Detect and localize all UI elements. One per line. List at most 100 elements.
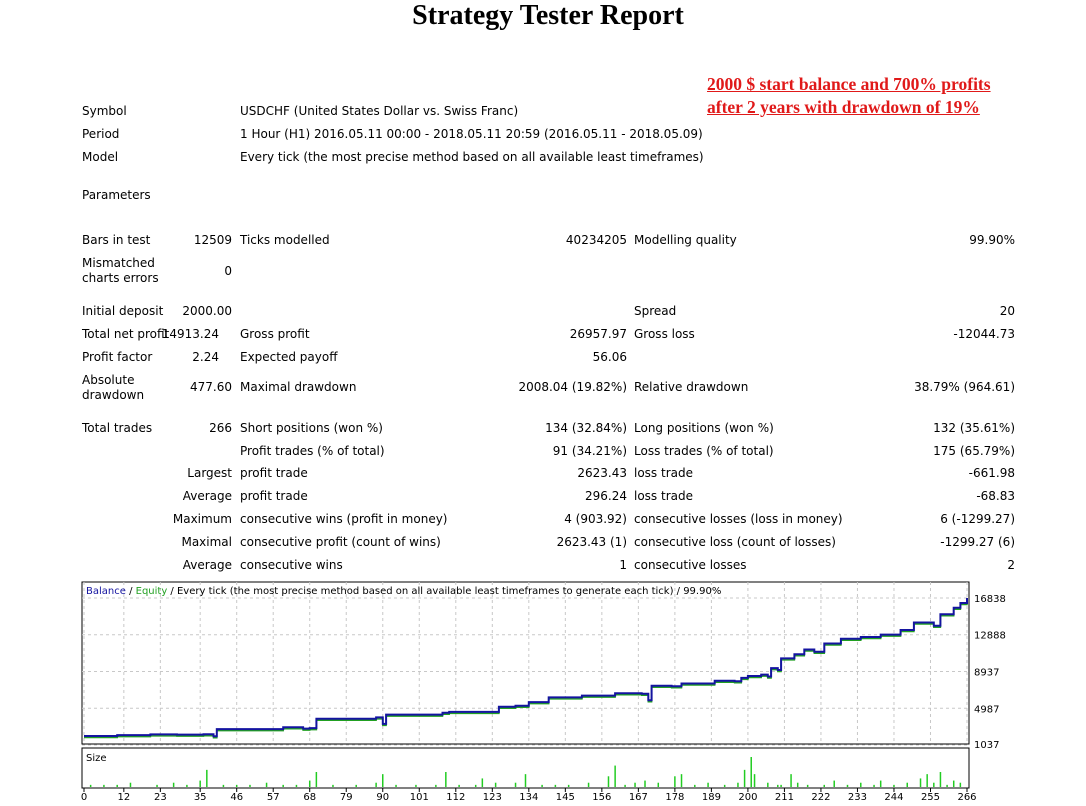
- x-tick-label: 145: [556, 792, 575, 803]
- max-consecutive-wins-label: consecutive wins (profit in money): [240, 512, 448, 526]
- x-tick-label: 200: [738, 792, 757, 803]
- y-axis-labels: 16838 12888 8937 4987 1037: [974, 594, 1006, 751]
- total-trades-label: Total trades: [82, 421, 153, 435]
- size-bars: [89, 757, 962, 787]
- x-tick-label: 233: [848, 792, 867, 803]
- x-tick-label: 12: [117, 792, 130, 803]
- avg-consecutive-wins-value: 1: [619, 558, 627, 572]
- max-consecutive-loss-label: consecutive loss (count of losses): [634, 535, 836, 549]
- y-tick-label: 12888: [974, 631, 1006, 642]
- period-value: 1 Hour (H1) 2016.05.11 00:00 - 2018.05.1…: [240, 127, 703, 141]
- annotation-note: 2000 $ start balance and 700% profits af…: [707, 73, 991, 119]
- max-consecutive-losses-value: 6 (-1299.27): [940, 512, 1015, 526]
- annotation-line-1: 2000 $ start balance and 700% profits: [707, 74, 991, 94]
- abs-drawdown-label-1: Absolute: [82, 373, 135, 387]
- x-tick-label: 0: [81, 792, 87, 803]
- period-label: Period: [82, 127, 120, 141]
- loss-trades-value: 175 (65.79%): [933, 444, 1015, 458]
- x-tick-label: 156: [592, 792, 611, 803]
- long-positions-label: Long positions (won %): [634, 421, 774, 435]
- max-consecutive-wins-value: 4 (903.92): [564, 512, 627, 526]
- maximum-label: Maximum: [172, 512, 232, 526]
- expected-payoff-label: Expected payoff: [240, 350, 338, 364]
- balance-chart: 16838 12888 8937 4987 1037 Balance / Equity …: [81, 581, 1006, 803]
- x-tick-label: 189: [702, 792, 721, 803]
- mismatch-label-1: Mismatched: [82, 256, 155, 270]
- bars-value: 12509: [193, 233, 232, 247]
- x-tick-label: 46: [230, 792, 243, 803]
- average2-label: Average: [182, 558, 232, 572]
- x-axis-labels: 0 12 23 35 46 57 68 79 90 101 112 123 134 145 156 167 17…: [81, 788, 977, 803]
- long-positions-value: 132 (35.61%): [933, 421, 1015, 435]
- average-label: Average: [182, 489, 232, 503]
- y-tick-label: 16838: [974, 594, 1006, 605]
- quality-label: Modelling quality: [634, 233, 737, 247]
- short-positions-value: 134 (32.84%): [545, 421, 627, 435]
- x-tick-label: 23: [154, 792, 167, 803]
- average-loss-label: loss trade: [634, 489, 693, 503]
- largest-loss-label: loss trade: [634, 466, 693, 480]
- y-tick-label: 8937: [974, 668, 999, 679]
- expected-payoff-value: 56.06: [592, 350, 627, 364]
- x-tick-label: 101: [410, 792, 429, 803]
- mismatch-label-2: charts errors: [82, 271, 159, 285]
- abs-drawdown-label-2: drawdown: [82, 388, 145, 402]
- max-consecutive-loss-value: -1299.27 (6): [940, 535, 1015, 549]
- loss-trades-label: Loss trades (% of total): [634, 444, 774, 458]
- legend-balance: Balance: [86, 586, 126, 597]
- profit-trades-label: Profit trades (% of total): [240, 444, 385, 458]
- gross-loss-label: Gross loss: [634, 327, 695, 341]
- model-value: Every tick (the most precise method base…: [240, 150, 704, 164]
- abs-drawdown-value: 477.60: [190, 380, 232, 394]
- profit-factor-label: Profit factor: [82, 350, 153, 364]
- y-tick-label: 4987: [974, 704, 999, 715]
- symbol-label: Symbol: [82, 104, 127, 118]
- chart-grid: [82, 582, 969, 746]
- x-tick-label: 57: [267, 792, 280, 803]
- y-tick-label: 1037: [974, 740, 999, 751]
- largest-label: Largest: [187, 466, 232, 480]
- average-loss-value: -68.83: [976, 489, 1015, 503]
- ticks-value: 40234205: [565, 233, 627, 247]
- deposit-label: Initial deposit: [82, 304, 164, 318]
- max-consecutive-profit-value: 2623.43 (1): [556, 535, 627, 549]
- report-title: Strategy Tester Report: [412, 0, 684, 31]
- deposit-value: 2000.00: [182, 304, 232, 318]
- maximal-label: Maximal: [181, 535, 232, 549]
- mismatch-value: 0: [224, 264, 232, 278]
- legend-description: / Every tick (the most precise method ba…: [167, 586, 721, 597]
- x-tick-label: 222: [811, 792, 830, 803]
- model-label: Model: [82, 150, 119, 164]
- gross-profit-label: Gross profit: [240, 327, 310, 341]
- net-profit-label: Total net profit: [82, 327, 170, 341]
- short-positions-label: Short positions (won %): [240, 421, 383, 435]
- rel-drawdown-value: 38.79% (964.61): [914, 380, 1015, 394]
- x-tick-label: 79: [340, 792, 353, 803]
- x-tick-label: 90: [376, 792, 389, 803]
- avg-consecutive-losses-value: 2: [1007, 558, 1015, 572]
- balance-line: [84, 598, 968, 738]
- x-tick-label: 123: [483, 792, 502, 803]
- parameters-label: Parameters: [82, 188, 151, 202]
- largest-profit-label: profit trade: [240, 466, 308, 480]
- symbol-value: USDCHF (United States Dollar vs. Swiss F…: [240, 104, 519, 118]
- spread-value: 20: [999, 304, 1015, 318]
- max-consecutive-losses-label: consecutive losses (loss in money): [634, 512, 843, 526]
- max-drawdown-value: 2008.04 (19.82%): [518, 380, 627, 394]
- avg-consecutive-wins-label: consecutive wins: [240, 558, 343, 572]
- quality-value: 99.90%: [969, 233, 1015, 247]
- x-tick-label: 211: [775, 792, 794, 803]
- x-tick-label: 35: [194, 792, 207, 803]
- ticks-label: Ticks modelled: [240, 233, 330, 247]
- profit-factor-value: 2.24: [192, 350, 219, 364]
- max-drawdown-label: Maximal drawdown: [240, 380, 357, 394]
- largest-profit-value: 2623.43: [577, 466, 627, 480]
- chart-legend: Balance / Equity / Every tick (the most …: [86, 586, 721, 597]
- total-trades-value: 266: [209, 421, 232, 435]
- x-tick-label: 178: [665, 792, 684, 803]
- spread-label: Spread: [634, 304, 677, 318]
- annotation-line-2: after 2 years with drawdown of 19%: [707, 97, 980, 117]
- x-tick-label: 134: [519, 792, 538, 803]
- x-tick-label: 255: [921, 792, 940, 803]
- size-label: Size: [86, 753, 107, 764]
